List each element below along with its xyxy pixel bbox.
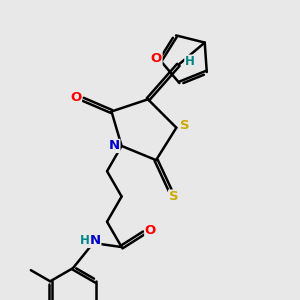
Text: S: S — [181, 119, 190, 132]
Text: O: O — [70, 91, 81, 104]
Text: H: H — [80, 235, 89, 248]
Text: N: N — [109, 140, 120, 152]
Text: O: O — [151, 52, 162, 65]
Text: O: O — [145, 224, 156, 237]
Text: S: S — [169, 190, 178, 203]
Text: H: H — [185, 55, 195, 68]
Text: N: N — [90, 235, 101, 248]
